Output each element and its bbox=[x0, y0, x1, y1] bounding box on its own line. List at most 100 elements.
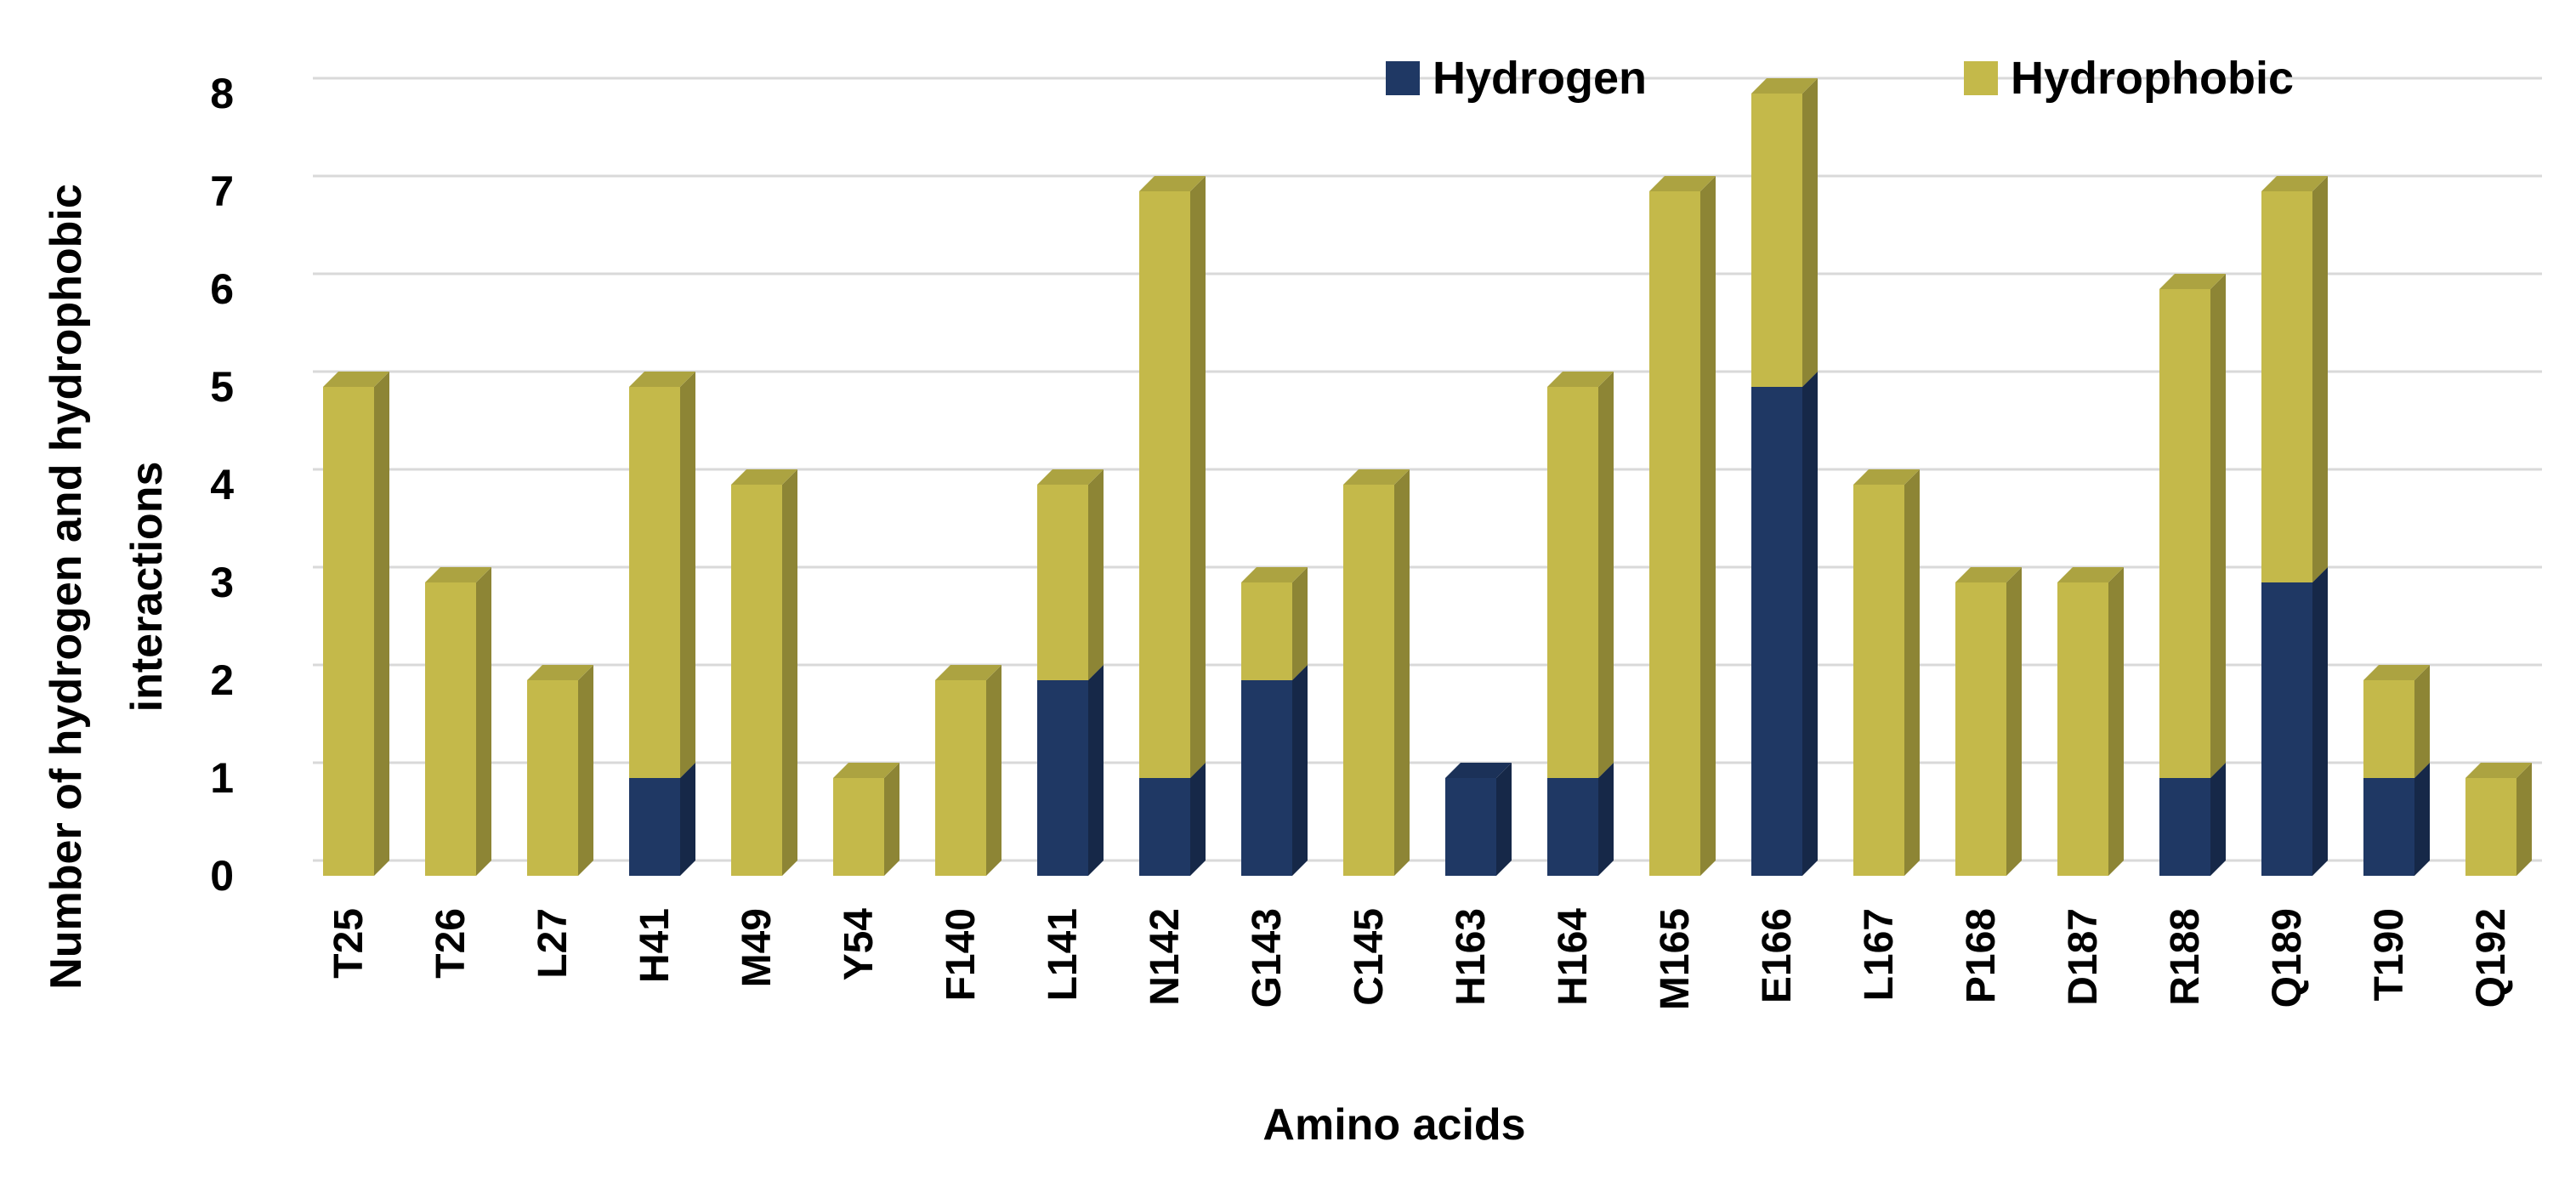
bar-front-face bbox=[2363, 778, 2414, 876]
bar-hydrophobic-F140 bbox=[935, 665, 1001, 876]
x-category-label: M49 bbox=[735, 908, 780, 987]
bar-front-face bbox=[833, 778, 884, 876]
x-category-label: F140 bbox=[939, 908, 984, 1001]
bar-top-face bbox=[1343, 469, 1410, 485]
bar-side-face bbox=[1598, 372, 1614, 778]
bar-front-face bbox=[1241, 680, 1292, 876]
bar-hydrophobic-G143 bbox=[1241, 567, 1308, 680]
x-category-label: T190 bbox=[2367, 908, 2412, 1001]
y-tick-label: 7 bbox=[210, 168, 234, 215]
bar-front-face bbox=[2261, 582, 2312, 876]
legend-swatch bbox=[1964, 61, 1998, 95]
bar-hydrophobic-M165 bbox=[1649, 176, 1716, 876]
bar-side-face bbox=[2414, 763, 2430, 876]
bar-hydrophobic-L141 bbox=[1037, 469, 1104, 680]
bar-top-face bbox=[1649, 176, 1716, 191]
bar-hydrogen-N142 bbox=[1139, 763, 1206, 876]
x-category-label: H41 bbox=[633, 908, 678, 983]
bar-top-face bbox=[1139, 176, 1206, 191]
bar-hydrophobic-N142 bbox=[1139, 176, 1206, 778]
bar-hydrophobic-R188 bbox=[2159, 274, 2226, 778]
bar-top-face bbox=[1037, 469, 1104, 485]
bar-hydrogen-H163 bbox=[1445, 763, 1512, 876]
bar-side-face bbox=[1802, 78, 1818, 387]
bar-front-face bbox=[935, 680, 986, 876]
y-tick-label: 5 bbox=[210, 363, 234, 411]
x-category-label: P168 bbox=[1959, 908, 2004, 1003]
bar-side-face bbox=[1802, 372, 1818, 876]
bar-front-face bbox=[2159, 778, 2210, 876]
y-tick-label: 2 bbox=[210, 656, 234, 704]
bar-front-face bbox=[2159, 289, 2210, 778]
bar-side-face bbox=[986, 665, 1001, 876]
bar-front-face bbox=[629, 387, 680, 778]
bar-hydrogen-T190 bbox=[2363, 763, 2430, 876]
y-tick-label: 6 bbox=[210, 265, 234, 313]
bar-hydrogen-L141 bbox=[1037, 665, 1104, 876]
bar-top-face bbox=[1751, 78, 1818, 94]
x-category-label: T25 bbox=[326, 908, 372, 979]
y-axis-title: Number of hydrogen and hydrophobic inter… bbox=[42, 184, 172, 990]
y-tick-label: 4 bbox=[210, 461, 234, 508]
bar-front-face bbox=[1547, 387, 1598, 778]
bar-side-face bbox=[1292, 567, 1308, 680]
bar-top-face bbox=[2261, 176, 2328, 191]
bar-top-face bbox=[1445, 763, 1512, 778]
bar-hydrogen-G143 bbox=[1241, 665, 1308, 876]
bar-hydrophobic-C145 bbox=[1343, 469, 1410, 876]
bar-side-face bbox=[2312, 567, 2328, 876]
x-category-label: M165 bbox=[1653, 908, 1698, 1010]
legend: Hydrogen Hydrophobic bbox=[1386, 53, 2294, 104]
bar-hydrophobic-M49 bbox=[731, 469, 797, 876]
x-category-label: E166 bbox=[1755, 908, 1800, 1003]
bar-hydrophobic-Q192 bbox=[2465, 763, 2532, 876]
x-category-label: L27 bbox=[531, 908, 576, 979]
x-category-label: N142 bbox=[1143, 908, 1188, 1006]
bar-top-face bbox=[833, 763, 899, 778]
bar-top-face bbox=[425, 567, 491, 582]
y-tick-label: 1 bbox=[210, 754, 234, 802]
bar-side-face bbox=[1190, 763, 1206, 876]
bar-hydrophobic-D187 bbox=[2057, 567, 2124, 876]
y-tick-label: 0 bbox=[210, 852, 234, 900]
bar-front-face bbox=[1343, 485, 1394, 876]
bar-side-face bbox=[2108, 567, 2124, 876]
bar-hydrophobic-H164 bbox=[1547, 372, 1614, 778]
bar-front-face bbox=[2363, 680, 2414, 778]
legend-item-hydrogen: Hydrogen bbox=[1386, 53, 1647, 104]
bar-side-face bbox=[1700, 176, 1716, 876]
bar-top-face bbox=[2363, 665, 2430, 680]
x-category-label: H163 bbox=[1449, 908, 1494, 1006]
bar-side-face bbox=[1292, 665, 1308, 876]
bar-front-face bbox=[1241, 582, 1292, 680]
bar-front-face bbox=[1037, 680, 1088, 876]
bar-side-face bbox=[2210, 274, 2226, 778]
bar-side-face bbox=[2516, 763, 2532, 876]
bar-hydrophobic-E166 bbox=[1751, 78, 1818, 387]
bar-front-face bbox=[1139, 191, 1190, 778]
x-category-label: T26 bbox=[428, 908, 474, 979]
bar-top-face bbox=[935, 665, 1001, 680]
legend-label: Hydrogen bbox=[1433, 53, 1647, 104]
x-axis-title: Amino acids bbox=[1262, 1100, 1525, 1150]
bar-hydrogen-Q189 bbox=[2261, 567, 2328, 876]
y-tick-label: 3 bbox=[210, 559, 234, 606]
bar-hydrogen-H164 bbox=[1547, 763, 1614, 876]
x-category-label: C145 bbox=[1347, 908, 1392, 1006]
bar-side-face bbox=[476, 567, 491, 876]
x-category-label: R188 bbox=[2163, 908, 2208, 1006]
bar-hydrophobic-L27 bbox=[527, 665, 593, 876]
bar-hydrophobic-Q189 bbox=[2261, 176, 2328, 582]
bar-front-face bbox=[1751, 94, 1802, 387]
bar-front-face bbox=[2465, 778, 2516, 876]
bar-top-face bbox=[1955, 567, 2022, 582]
bar-side-face bbox=[680, 763, 695, 876]
x-category-label: G143 bbox=[1245, 908, 1290, 1008]
bar-side-face bbox=[374, 372, 389, 876]
bar-front-face bbox=[425, 582, 476, 876]
bar-top-face bbox=[2159, 274, 2226, 289]
bar-side-face bbox=[2414, 665, 2430, 778]
bars bbox=[323, 78, 2532, 876]
bar-top-face bbox=[1547, 372, 1614, 387]
